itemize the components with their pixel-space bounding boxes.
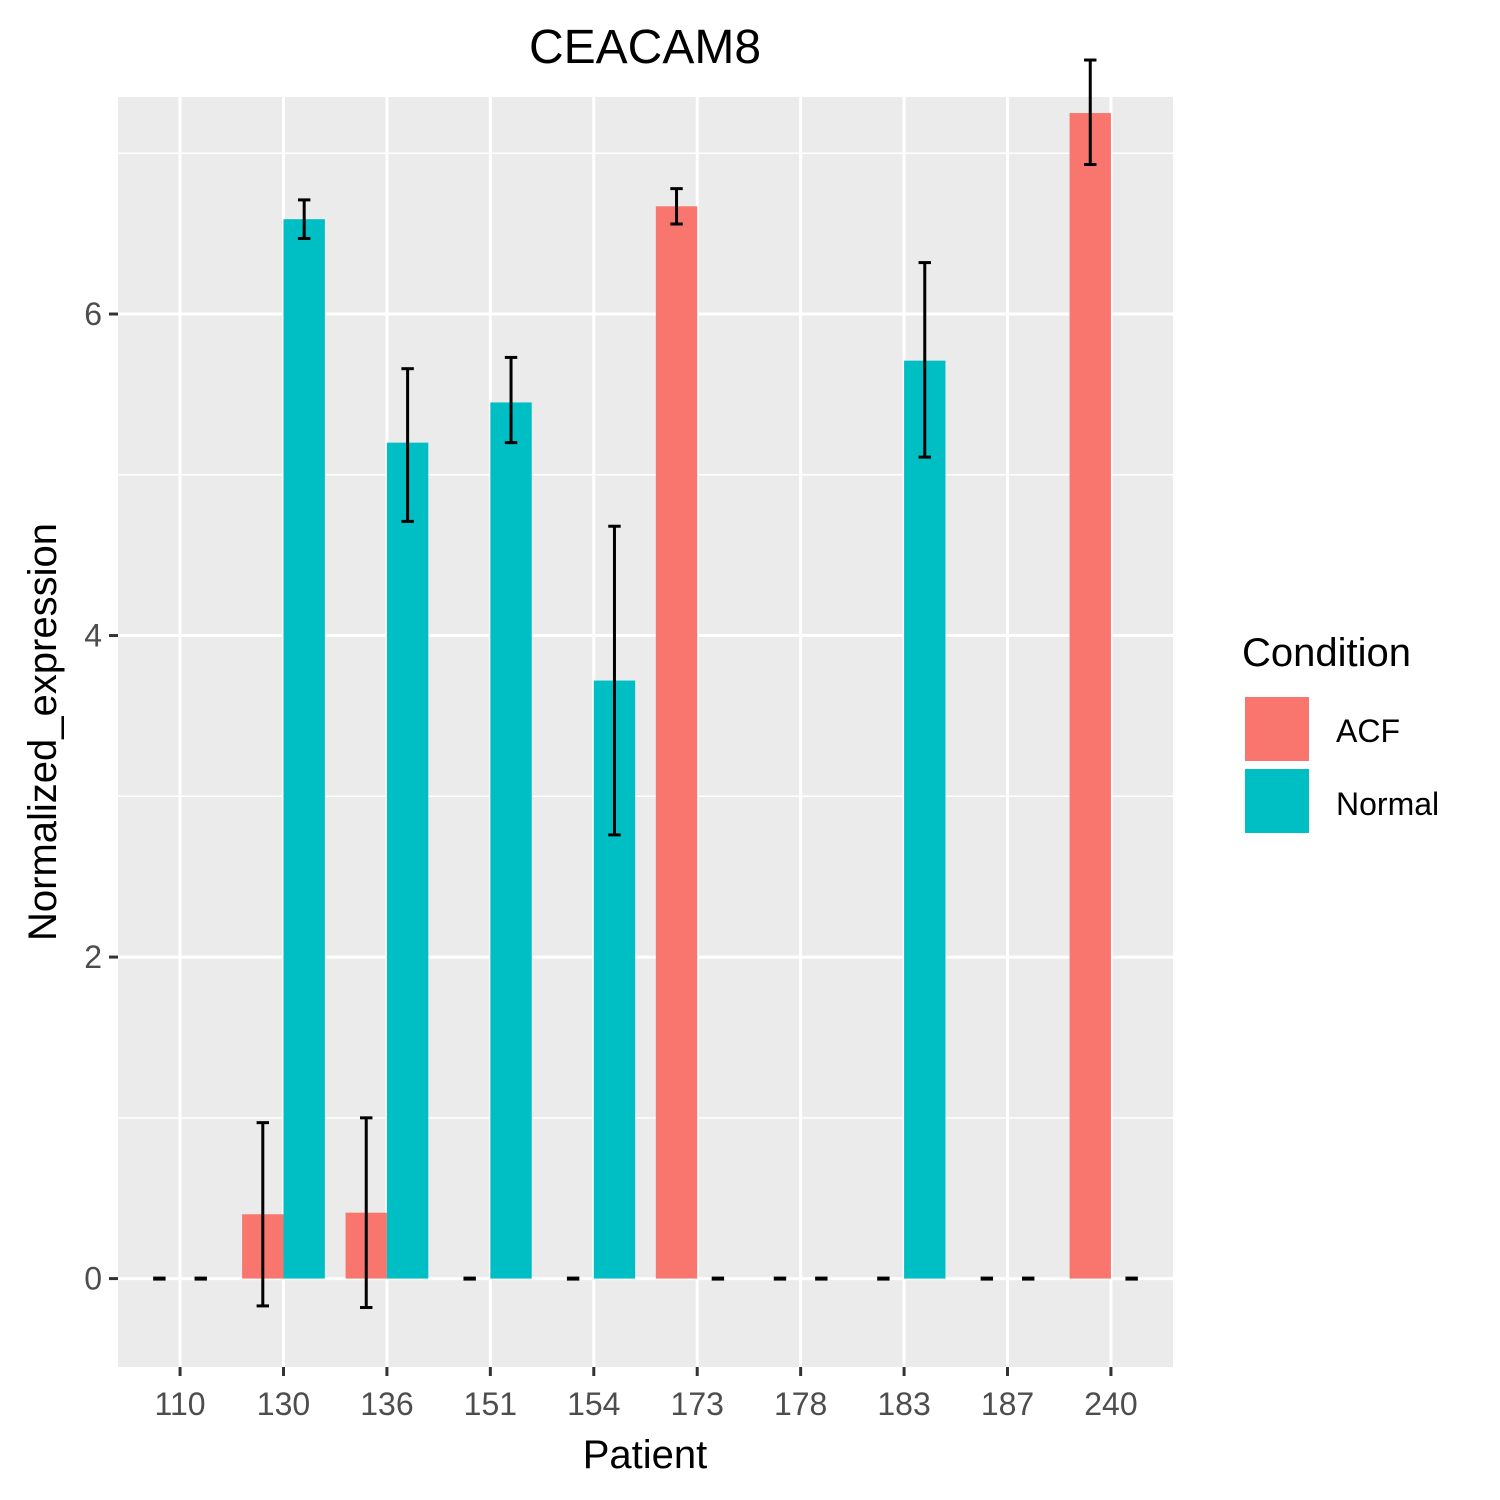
bar-acf-240 [1069,113,1111,1279]
y-axis: 0 2 4 6 [84,296,118,1297]
x-tick-label: 173 [671,1386,724,1422]
legend-key-normal [1243,767,1311,835]
x-tick-label: 151 [464,1386,517,1422]
bar-normal-151 [490,402,532,1279]
legend: Condition ACF Normal [1242,631,1439,835]
x-axis: 110 130 136 151 154 173 178 183 187 240 [155,1367,1138,1422]
y-axis-title: Normalized_expression [21,523,65,941]
legend-key-acf [1243,695,1311,763]
x-tick-label: 136 [360,1386,413,1422]
x-tick-label: 183 [877,1386,930,1422]
x-tick-label: 110 [155,1386,206,1422]
y-tick-label: 0 [84,1261,102,1297]
x-axis-title: Patient [583,1433,708,1477]
bar-normal-130 [283,219,325,1279]
y-tick-label: 4 [84,618,102,654]
x-tick-label: 178 [774,1386,827,1422]
plot-panel [118,97,1173,1367]
y-tick-label: 6 [84,296,102,332]
legend-label-acf: ACF [1336,713,1400,749]
bar-normal-183 [904,360,946,1279]
error-bars-layer [153,58,1138,1310]
x-tick-label: 240 [1084,1386,1137,1422]
chart-title: CEACAM8 [529,21,761,74]
x-tick-label: 154 [567,1386,620,1422]
legend-label-normal: Normal [1336,786,1439,822]
bar-normal-136 [386,442,429,1279]
y-tick-label: 2 [84,939,102,975]
bar-acf-173 [655,206,698,1279]
x-tick-label: 187 [981,1386,1034,1422]
x-tick-label: 130 [257,1386,310,1422]
legend-title: Condition [1242,631,1411,675]
